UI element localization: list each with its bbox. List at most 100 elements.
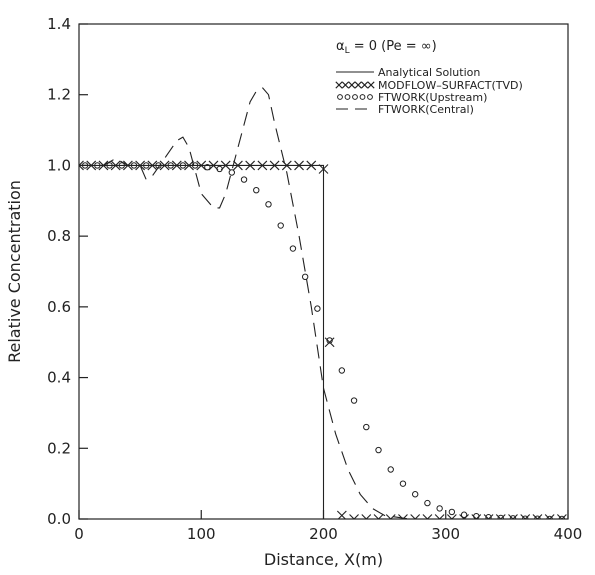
legend-swatch: [344, 94, 351, 100]
legend-swatch: [354, 81, 362, 89]
upstream-point: [448, 508, 456, 516]
tvd-point: [483, 514, 494, 519]
upstream-point: [436, 505, 443, 512]
annotation-subscript: L: [345, 46, 350, 56]
analytical-line: [79, 164, 568, 519]
tvd-point: [459, 514, 469, 519]
upstream-point: [265, 201, 272, 208]
upstream-point: [301, 273, 309, 281]
tvd-point: [79, 160, 84, 171]
y-tick-label: 0.0: [47, 510, 71, 528]
legend-label: Analytical Solution: [378, 66, 480, 79]
tvd-point: [385, 514, 396, 519]
tvd-point: [269, 160, 280, 171]
upstream-point: [497, 514, 504, 519]
tvd-point: [184, 160, 194, 171]
x-tick-label: 0: [74, 525, 84, 543]
tvd-point: [110, 160, 121, 171]
upstream-point: [167, 162, 174, 169]
upstream-point: [509, 515, 517, 519]
tvd-point: [410, 514, 421, 519]
tvd-point: [495, 514, 506, 519]
legend-swatch: [367, 94, 373, 100]
upstream-point: [106, 162, 113, 169]
y-axis-title: Relative Concentration: [5, 180, 24, 363]
tvd-point: [171, 160, 182, 171]
legend-swatch: [352, 94, 358, 100]
upstream-point: [375, 446, 382, 454]
tvd-point: [398, 514, 408, 519]
y-tick-label: 0.4: [47, 369, 71, 387]
tvd-point: [196, 160, 207, 171]
tvd-point: [544, 514, 555, 519]
legend-label: FTWORK(Central): [378, 103, 474, 116]
legend-swatch: [359, 94, 366, 100]
tvd-point: [508, 514, 518, 519]
upstream-point: [277, 222, 284, 229]
upstream-point: [216, 165, 223, 173]
y-tick-label: 0.2: [47, 439, 71, 457]
y-tick-label: 1.2: [47, 86, 71, 104]
legend-swatch: [361, 81, 369, 89]
y-tick-label: 1.4: [47, 15, 71, 33]
upstream-point: [363, 423, 370, 431]
upstream-point: [338, 367, 346, 374]
tvd-point: [532, 514, 543, 519]
central-line: [79, 86, 568, 519]
legend-label: FTWORK(Upstream): [378, 91, 487, 104]
tvd-point: [306, 160, 317, 171]
tvd-point: [159, 160, 170, 171]
tvd-point: [422, 514, 433, 519]
x-tick-label: 400: [554, 525, 583, 543]
y-tick-label: 0.6: [47, 298, 71, 316]
legend-entry: MODFLOW–SURFACT(TVD): [335, 79, 523, 92]
upstream-point: [387, 466, 394, 473]
tvd-point: [349, 514, 359, 519]
upstream-point: [424, 499, 431, 507]
tvd-point: [361, 514, 372, 519]
legend-swatch: [337, 94, 343, 100]
tvd-point: [257, 160, 268, 171]
x-axis-title: Distance, X(m): [264, 550, 383, 569]
upstream-point: [94, 162, 101, 169]
tvd-point: [135, 160, 146, 171]
tvd-point: [336, 510, 347, 519]
tvd-point: [233, 160, 243, 171]
tvd-point: [318, 164, 329, 174]
legend-swatch: [341, 81, 349, 89]
x-tick-label: 100: [187, 525, 216, 543]
x-tick-label: 300: [431, 525, 460, 543]
tvd-point: [556, 514, 567, 519]
upstream-point: [289, 245, 297, 252]
upstream-point: [460, 511, 468, 518]
upstream-point: [204, 163, 211, 171]
legend-label: MODFLOW–SURFACT(TVD): [378, 79, 523, 92]
annotation-rest: = 0 (Pe = ∞): [350, 39, 437, 54]
series-solid: [79, 164, 568, 519]
series-cross-markers: [79, 160, 567, 519]
upstream-point: [228, 169, 236, 176]
upstream-point: [314, 305, 321, 312]
upstream-point: [143, 162, 150, 169]
ticks-layer: 0 100 200 300 400 0.0 0.2 0.4 0.6 0.8 1.0 1.2 1.4: [47, 15, 582, 543]
tvd-point: [373, 514, 384, 519]
upstream-point: [399, 480, 407, 487]
series-layer: [79, 86, 568, 519]
upstream-point: [118, 162, 125, 169]
tvd-point: [446, 514, 457, 519]
upstream-point: [473, 512, 480, 519]
upstream-point: [326, 337, 333, 344]
legend-entry: Analytical Solution: [336, 66, 480, 79]
legend-entry: FTWORK(Upstream): [337, 91, 487, 104]
y-tick-label: 0.8: [47, 227, 71, 245]
series-dashed: [79, 86, 568, 519]
parameter-annotation: αL = 0 (Pe = ∞): [336, 39, 437, 56]
y-tick-label: 1.0: [47, 156, 71, 174]
tvd-point: [324, 337, 335, 348]
upstream-point: [179, 162, 187, 169]
upstream-point: [485, 514, 492, 519]
tvd-point: [245, 160, 256, 171]
legend: Analytical SolutionMODFLOW–SURFACT(TVD)F…: [335, 66, 523, 116]
tvd-point: [147, 160, 158, 171]
